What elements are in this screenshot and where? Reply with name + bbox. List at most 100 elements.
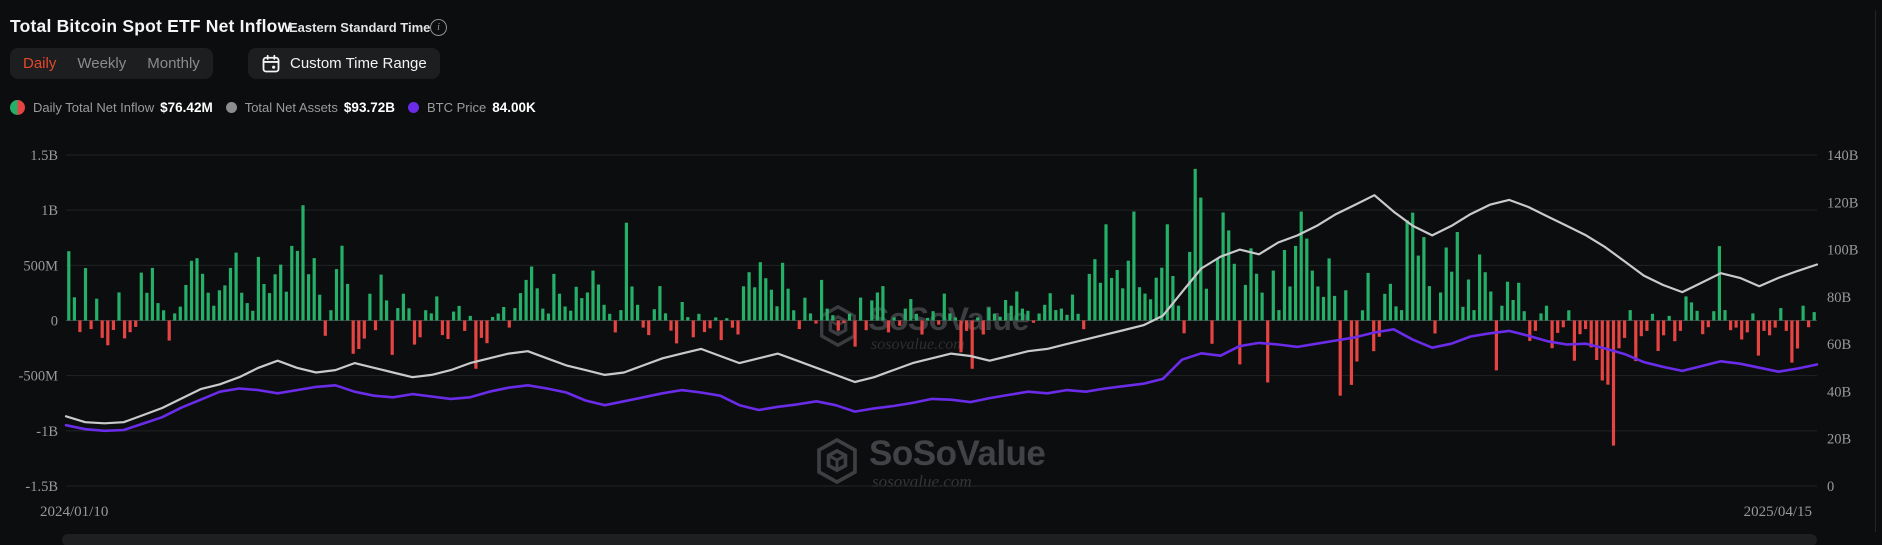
inflow-bar bbox=[1645, 320, 1649, 331]
inflow-bar bbox=[351, 320, 355, 354]
inflow-bar bbox=[719, 320, 723, 341]
inflow-bar bbox=[1600, 320, 1604, 381]
inflow-bar bbox=[290, 245, 294, 321]
tab-weekly[interactable]: Weekly bbox=[77, 55, 127, 72]
inflow-bar bbox=[1210, 320, 1214, 344]
inflow-bar bbox=[139, 272, 143, 321]
inflow-bar bbox=[1149, 299, 1153, 321]
inflow-bar bbox=[89, 320, 93, 330]
inflow-bar bbox=[976, 317, 980, 321]
inflow-bar bbox=[1650, 313, 1655, 321]
legend-label-net-inflow[interactable]: Daily Total Net Inflow bbox=[33, 100, 155, 115]
custom-time-range-label: Custom Time Range bbox=[290, 55, 427, 72]
inflow-bar bbox=[323, 320, 327, 336]
inflow-bar bbox=[1740, 320, 1744, 340]
inflow-bar bbox=[1115, 270, 1119, 321]
inflow-bar bbox=[697, 313, 701, 321]
inflow-bar bbox=[262, 284, 266, 321]
inflow-bar bbox=[379, 274, 383, 321]
inflow-bar bbox=[1528, 320, 1532, 341]
inflow-bar bbox=[702, 320, 707, 333]
inflow-bar bbox=[1795, 320, 1800, 349]
inflow-bar bbox=[1294, 245, 1298, 321]
inflow-bar bbox=[1673, 320, 1677, 342]
inflow-bar bbox=[1684, 296, 1688, 321]
inflow-bar bbox=[1048, 293, 1052, 321]
inflow-bar bbox=[1388, 283, 1392, 321]
inflow-bar bbox=[574, 286, 578, 321]
inflow-bar bbox=[1165, 224, 1169, 321]
inflow-bar bbox=[797, 320, 801, 330]
inflow-bar bbox=[95, 298, 99, 321]
x-axis-end-date: 2025/04/15 bbox=[1743, 504, 1812, 520]
inflow-bar bbox=[145, 292, 149, 321]
inflow-bar bbox=[256, 256, 260, 321]
inflow-bar bbox=[1701, 320, 1705, 335]
left-axis-tick: 1B bbox=[41, 203, 58, 219]
inflow-bar bbox=[173, 313, 177, 321]
inflow-bar bbox=[647, 320, 651, 336]
inflow-bar bbox=[1126, 260, 1130, 321]
legend-label-net-assets[interactable]: Total Net Assets bbox=[244, 100, 338, 115]
inflow-bar bbox=[1249, 248, 1253, 321]
inflow-bar bbox=[307, 274, 311, 321]
tab-monthly[interactable]: Monthly bbox=[147, 55, 200, 72]
inflow-bar bbox=[496, 313, 500, 321]
inflow-bar bbox=[1377, 320, 1381, 337]
inflow-bar bbox=[518, 293, 523, 321]
inflow-bar bbox=[820, 279, 824, 321]
right-axis-tick: 80B bbox=[1827, 290, 1851, 306]
inflow-bar bbox=[1756, 320, 1760, 356]
inflow-bar bbox=[1215, 258, 1220, 321]
inflow-bar bbox=[1333, 295, 1337, 321]
inflow-bar bbox=[1043, 304, 1047, 321]
inflow-bar bbox=[1706, 320, 1710, 328]
inflow-bar bbox=[1182, 320, 1186, 334]
inflow-bar bbox=[1360, 310, 1365, 321]
inflow-bar bbox=[312, 258, 316, 321]
inflow-bar bbox=[1439, 292, 1443, 321]
inflow-bar bbox=[836, 320, 840, 331]
info-icon[interactable]: i bbox=[430, 19, 447, 36]
custom-time-range-button[interactable]: Custom Time Range bbox=[248, 48, 440, 79]
inflow-bar bbox=[424, 310, 428, 321]
inflow-bar bbox=[931, 311, 935, 321]
inflow-bar bbox=[1522, 311, 1526, 321]
inflow-bar bbox=[1015, 291, 1019, 321]
tab-daily[interactable]: Daily bbox=[23, 55, 57, 72]
inflow-bar bbox=[831, 315, 835, 321]
inflow-bar bbox=[892, 317, 896, 321]
inflow-bar bbox=[1416, 255, 1420, 321]
inflow-bar bbox=[691, 320, 695, 338]
inflow-bar bbox=[842, 320, 846, 323]
inflow-bar bbox=[1137, 287, 1142, 321]
inflow-bar bbox=[602, 304, 606, 321]
inflow-bar bbox=[1427, 286, 1431, 321]
inflow-bar bbox=[474, 320, 478, 369]
inflow-bar bbox=[730, 320, 734, 328]
right-axis-tick: 140B bbox=[1827, 148, 1858, 164]
inflow-bar bbox=[111, 320, 115, 330]
inflow-bar bbox=[1478, 254, 1482, 321]
inflow-bar bbox=[1221, 212, 1225, 321]
inflow-bar bbox=[1595, 320, 1599, 360]
inflow-bar bbox=[591, 270, 595, 321]
inflow-bar bbox=[418, 320, 422, 338]
bottom-scrollbar[interactable] bbox=[62, 534, 1817, 545]
inflow-bar bbox=[334, 269, 339, 321]
net-assets-line bbox=[64, 194, 1819, 425]
inflow-bar bbox=[981, 320, 985, 335]
inflow-bar bbox=[753, 287, 757, 321]
inflow-bar bbox=[965, 320, 969, 331]
inflow-bar bbox=[83, 268, 88, 321]
legend-label-btc-price[interactable]: BTC Price bbox=[426, 100, 487, 115]
inflow-bar bbox=[1689, 302, 1694, 321]
inflow-bar bbox=[669, 320, 673, 331]
inflow-bar bbox=[1444, 247, 1448, 321]
inflow-bar bbox=[998, 316, 1002, 321]
inflow-bar bbox=[301, 205, 305, 321]
inflow-bar bbox=[803, 297, 807, 321]
inflow-bar bbox=[1076, 313, 1080, 321]
inflow-bar bbox=[875, 292, 879, 321]
